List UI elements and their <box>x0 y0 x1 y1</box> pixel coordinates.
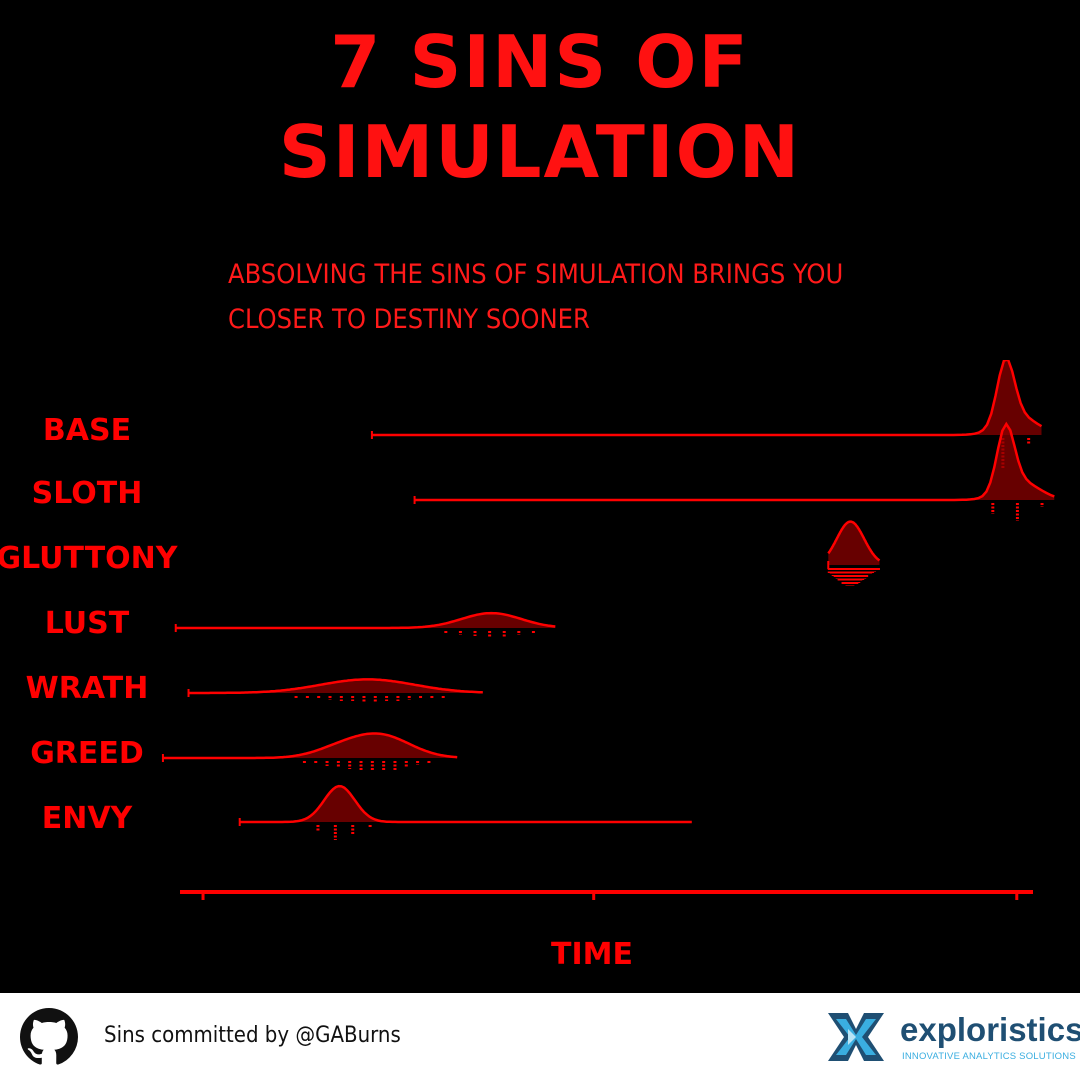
density-fill-gluttony <box>828 521 880 565</box>
density-fill-wrath <box>188 679 483 693</box>
subtitle-line-2: CLOSER TO DESTINY SOONER <box>228 304 590 335</box>
exploristics-logo-icon <box>828 1013 884 1061</box>
row-label-greed: GREED <box>30 736 144 771</box>
brand-tagline: INNOVATIVE ANALYTICS SOLUTIONS <box>902 1051 1076 1062</box>
row-label-envy: ENVY <box>42 801 134 836</box>
subtitle-line-1: ABSOLVING THE SINS OF SIMULATION BRINGS … <box>228 259 844 290</box>
row-label-wrath: WRATH <box>26 671 149 706</box>
row-label-sloth: SLOTH <box>32 476 143 511</box>
github-icon[interactable] <box>20 1008 78 1066</box>
density-curve-base <box>371 360 1043 437</box>
density-fill-lust <box>175 613 556 628</box>
density-curve-wrath <box>188 678 483 695</box>
title-line-1: 7 SINS OF <box>330 20 750 104</box>
title-line-2: SIMULATION <box>278 110 802 194</box>
brand-name: exploristics <box>900 1011 1080 1048</box>
credit-text: Sins committed by @GABurns <box>104 1023 401 1048</box>
density-fill-envy <box>239 786 692 822</box>
density-fill-sloth <box>414 424 1055 500</box>
subtitle: ABSOLVING THE SINS OF SIMULATION BRINGS … <box>228 252 928 342</box>
density-curve-lust <box>175 611 556 630</box>
density-curve-sloth <box>414 421 1055 502</box>
density-fill-greed <box>162 733 458 758</box>
row-label-base: BASE <box>43 413 131 448</box>
footer: Sins committed by @GABurns exploristics … <box>0 993 1080 1080</box>
ridgeline-chart: BASE SLOTH GLUTTONY LUST WRATH GREED ENVY TIME <box>0 360 1055 972</box>
density-curve-gluttony <box>827 520 881 562</box>
x-axis-label: TIME <box>551 937 633 972</box>
row-label-lust: LUST <box>45 606 130 641</box>
density-curve-envy <box>239 784 692 824</box>
density-curve-greed <box>162 732 458 760</box>
density-fill-base <box>371 360 1042 435</box>
row-label-gluttony: GLUTTONY <box>0 541 179 576</box>
